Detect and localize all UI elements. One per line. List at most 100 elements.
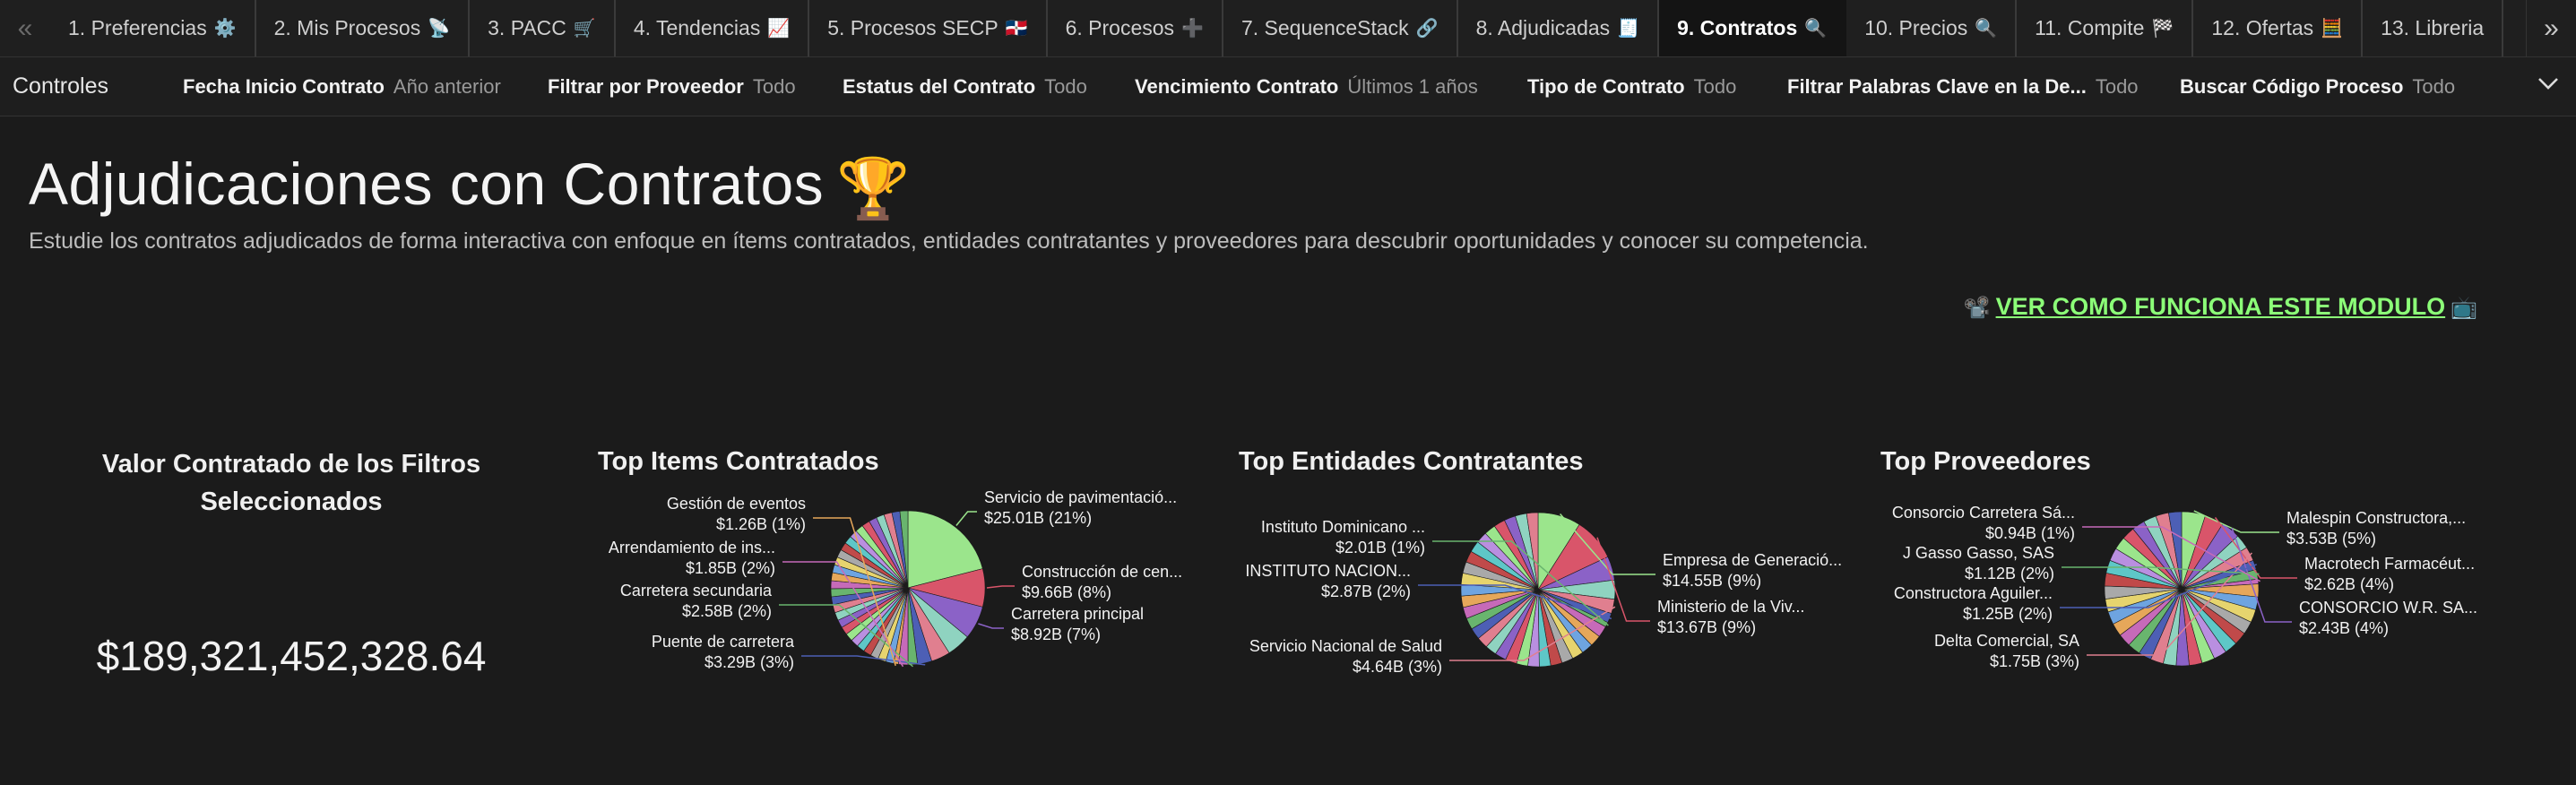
- filter-value: Todo: [2095, 74, 2139, 98]
- tab-compite[interactable]: 11. Compite 🏁: [2017, 0, 2194, 56]
- cart-icon: 🛒: [573, 19, 596, 39]
- tab-ofertas[interactable]: 12. Ofertas 🧮: [2193, 0, 2364, 56]
- pie-label-leader-line: [2087, 552, 2252, 656]
- tab-label: 9. Contratos: [1677, 16, 1798, 39]
- tab-label: 12. Ofertas: [2211, 16, 2314, 39]
- pie-label-leader-line: [2231, 527, 2292, 623]
- filter-value: Año anterior: [393, 74, 501, 98]
- tab-label: 6. Procesos: [1065, 16, 1175, 39]
- pie-label-leader-line: [2193, 510, 2279, 533]
- pie-slice-value-label: $1.12B (2%): [1965, 565, 2054, 582]
- kpi-value: $189,321,452,328.64: [96, 633, 487, 679]
- filter-proveedor[interactable]: Filtrar por Proveedor Todo: [548, 75, 796, 99]
- pie-label-leader-line: [2062, 566, 2260, 575]
- chart-title-proveedores: Top Proveedores: [1880, 447, 2091, 476]
- tab-label: 13. Libreria: [2381, 16, 2485, 39]
- pie-slice-label: Carretera secundaria: [620, 582, 773, 600]
- film-projector-icon: 📽️: [1963, 296, 1991, 320]
- tab-label: 11. Compite: [2035, 16, 2145, 39]
- pie-label-leader-line: [1560, 513, 1655, 575]
- gear-icon: ⚙️: [213, 19, 237, 39]
- pie-entidades[interactable]: Empresa de Generació... $14.55B (9%) Minis…: [1245, 512, 1842, 676]
- tab-label: 1. Preferencias: [68, 16, 207, 39]
- tab-tendencias[interactable]: 4. Tendencias 📈: [616, 0, 810, 56]
- pie-label-leader-line: [801, 655, 926, 666]
- tab-pacc[interactable]: 3. PACC 🛒: [470, 0, 616, 56]
- magnifier-icon: 🔍: [1804, 19, 1828, 39]
- tab-procesos-secp[interactable]: 5. Procesos SECP 🇩🇴: [809, 0, 1048, 56]
- pie-slice-label: J Gasso Gasso, SAS: [1903, 544, 2054, 562]
- filter-label: Filtrar Palabras Clave en la De...: [1787, 74, 2087, 98]
- pie-slice-label: Constructora Aguiler...: [1894, 584, 2053, 602]
- pie-label-leader-line: [2214, 516, 2297, 579]
- pie-label-leader-line: [955, 511, 977, 526]
- filter-fecha-inicio[interactable]: Fecha Inicio Contrato Año anterior: [183, 75, 501, 99]
- pie-slice-value-label: $8.92B (7%): [1011, 625, 1101, 643]
- page-title: Adjudicaciones con Contratos 🏆: [29, 150, 911, 224]
- pie-slice-value-label: $0.94B (1%): [1985, 524, 2075, 542]
- receipt-icon: 🧾: [1617, 19, 1640, 39]
- tabs-scroll-left-icon[interactable]: «: [17, 13, 33, 43]
- tab-precios[interactable]: 10. Precios 🔍: [1846, 0, 2018, 56]
- filter-label: Vencimiento Contrato: [1135, 74, 1339, 98]
- pie-slice-value-label: $14.55B (9%): [1663, 572, 1761, 590]
- plus-icon: ➕: [1181, 19, 1204, 39]
- kpi-title: Valor Contratado de los Filtros Seleccio…: [101, 450, 481, 516]
- pie-items[interactable]: Servicio de pavimentació... $25.01B (21%)…: [609, 488, 1182, 671]
- filter-value: Todo: [752, 74, 796, 98]
- main-content: Adjudicaciones con Contratos 🏆 Estudie lo…: [0, 117, 2576, 785]
- chart-title-entidades: Top Entidades Contratantes: [1239, 447, 1584, 476]
- pie-slice-servicio-de-pavimentacio[interactable]: [907, 510, 983, 589]
- tab-label: 8. Adjudicadas: [1475, 16, 1611, 39]
- pie-slice-label: CONSORCIO W.R. SA...: [2299, 599, 2477, 617]
- pie-slice[interactable]: [899, 510, 909, 589]
- controls-title: Controles: [13, 73, 108, 99]
- pie-slice-label: Empresa de Generació...: [1663, 551, 1842, 569]
- filter-vencimiento[interactable]: Vencimiento Contrato Últimos 1 años: [1135, 75, 1478, 99]
- tab-sequencestack[interactable]: 7. SequenceStack 🔗: [1223, 0, 1458, 56]
- pie-slice-label: Puente de carretera: [652, 633, 795, 651]
- pie-label-leader-line: [1596, 537, 1650, 622]
- tab-procesos[interactable]: 6. Procesos ➕: [1048, 0, 1223, 56]
- howto-link[interactable]: VER COMO FUNCIONA ESTE MODULO: [1995, 293, 2446, 320]
- filter-value: Todo: [1693, 74, 1737, 98]
- tab-label: 3. PACC: [488, 16, 566, 39]
- pie-slice-value-label: $25.01B (21%): [984, 509, 1092, 527]
- filter-codigo-proceso[interactable]: Buscar Código Proceso Todo: [2180, 75, 2455, 99]
- pie-label-leader-line: [1418, 584, 1612, 620]
- magnifier-icon: 🔍: [1975, 19, 1998, 39]
- pie-slice-value-label: $13.67B (9%): [1657, 618, 1756, 636]
- tab-contratos[interactable]: 9. Contratos 🔍: [1659, 0, 1847, 56]
- pie-slice-label: Instituto Dominicano ...: [1261, 518, 1425, 536]
- pie-slice-label: Malespin Constructora,...: [2286, 509, 2466, 527]
- howto-link-row: 📽️ VER COMO FUNCIONA ESTE MODULO 📺: [1958, 293, 2483, 321]
- tab-preferencias[interactable]: 1. Preferencias ⚙️: [50, 0, 256, 56]
- filter-label: Buscar Código Proceso: [2180, 74, 2404, 98]
- link-icon: 🔗: [1415, 19, 1439, 39]
- pie-label-leader-line: [2082, 526, 2260, 582]
- chevron-down-icon[interactable]: [2533, 70, 2563, 100]
- tab-mis-procesos[interactable]: 2. Mis Procesos 📡: [256, 0, 471, 56]
- tab-label: 4. Tendencias: [633, 16, 761, 39]
- filter-estatus[interactable]: Estatus del Contrato Todo: [843, 75, 1087, 99]
- pie-proveedores[interactable]: Malespin Constructora,... $3.53B (5%) Macr…: [1892, 504, 2477, 670]
- abacus-icon: 🧮: [2321, 19, 2344, 39]
- filter-label: Filtrar por Proveedor: [548, 74, 744, 98]
- pie-slice[interactable]: [1526, 512, 1539, 591]
- filter-palabras-clave[interactable]: Filtrar Palabras Clave en la De... Todo: [1787, 75, 2139, 99]
- pie-slice-label: Consorcio Carretera Sá...: [1892, 504, 2075, 522]
- tab-bar: « 1. Preferencias ⚙️ 2. Mis Procesos 📡 3. …: [0, 0, 2576, 57]
- pie-label-leader-line: [813, 517, 896, 667]
- tab-libreria[interactable]: 13. Libreria: [2363, 0, 2504, 56]
- tab-list: 1. Preferencias ⚙️ 2. Mis Procesos 📡 3. PA…: [50, 0, 2504, 56]
- trophy-icon: 🏆: [836, 154, 911, 221]
- pie-label-leader-line: [986, 585, 1015, 589]
- filter-tipo-contrato[interactable]: Tipo de Contrato Todo: [1527, 75, 1736, 99]
- dominican-flag-icon: 🇩🇴: [1005, 19, 1028, 39]
- tab-adjudicadas[interactable]: 8. Adjudicadas 🧾: [1458, 0, 1660, 56]
- controls-bar: Controles Fecha Inicio Contrato Año anter…: [0, 57, 2576, 116]
- tv-icon: 📺: [2451, 296, 2477, 320]
- tabs-scroll-right-icon[interactable]: »: [2526, 0, 2576, 56]
- filter-value: Todo: [1044, 74, 1087, 98]
- checkered-flag-icon: 🏁: [2151, 19, 2174, 39]
